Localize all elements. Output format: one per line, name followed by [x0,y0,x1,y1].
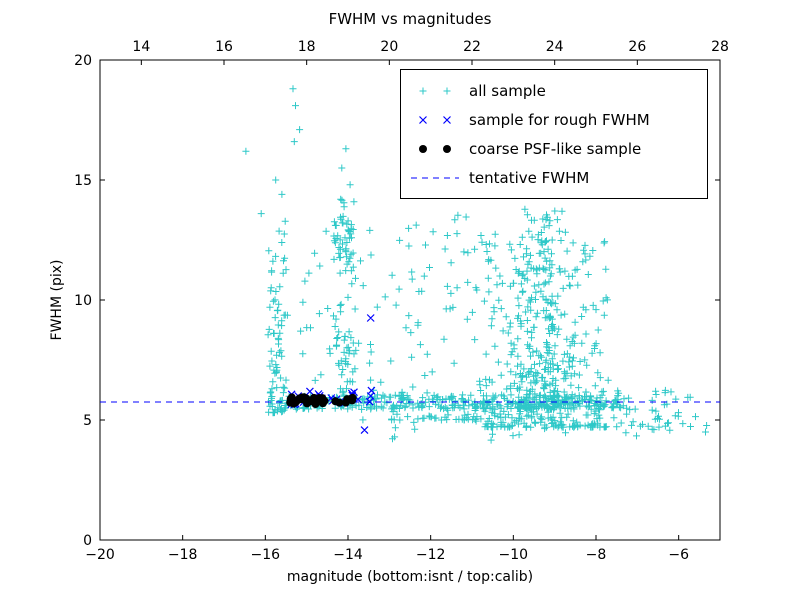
x-top-tick-label: 16 [215,39,233,55]
x-bottom-tick-label: −6 [668,547,689,563]
x-top-tick-label: 14 [132,39,150,55]
x-axis-label: magnitude (bottom:isnt / top:calib) [286,569,534,585]
legend-x-sample [419,115,427,124]
y-tick-label: 10 [74,293,92,309]
plus-markers [242,85,711,444]
legend-item-psf-sample: coarse PSF-like sample [409,134,699,163]
legend-label: sample for rough FWHM [469,110,650,129]
x-marker-icon [419,115,451,124]
x-bottom-tick-label: −16 [251,547,281,563]
x-bottom-tick-label: −12 [416,547,446,563]
x-top-tick-label: 22 [463,39,481,55]
psf-sample-point [289,397,298,406]
legend-plus-sample [419,87,427,94]
legend: all sample sample for rough FWHM coarse … [400,69,708,199]
x-bottom-tick-label: −20 [85,547,115,563]
x-top-tick-label: 26 [628,39,646,55]
x-bottom-tick-label: −10 [499,547,529,563]
plus-marker-icon [419,87,451,94]
legend-dot-sample [443,144,451,153]
psf-sample-point [300,393,308,402]
y-tick-label: 20 [74,53,92,69]
x-top-tick-label: 28 [711,39,729,55]
legend-item-tentative-fwhm: tentative FWHM [409,163,699,192]
x-top-tick-label: 20 [380,39,398,55]
legend-label: all sample [469,81,546,100]
chart-title: FWHM vs magnitudes [328,10,492,28]
y-tick-label: 15 [74,173,92,189]
legend-label: coarse PSF-like sample [469,139,642,158]
x-top-tick-label: 24 [546,39,564,55]
legend-x-sample [443,115,451,124]
psf-sample-point [345,395,354,404]
y-tick-label: 0 [83,533,92,549]
x-bottom-tick-label: −14 [333,547,363,563]
x-top-tick-label: 18 [298,39,316,55]
y-axis-label: FWHM (pix) [49,259,65,341]
y-tick-label: 5 [83,413,92,429]
legend-label: tentative FWHM [469,168,590,187]
legend-plus-sample [443,87,451,94]
dashed-line-icon [411,177,459,178]
psf-sample-point [315,394,324,402]
legend-item-rough-fwhm: sample for rough FWHM [409,105,699,134]
dot-marker-icon [419,144,451,153]
legend-item-all-sample: all sample [409,76,699,105]
psf-sample-point [335,398,344,407]
x-bottom-tick-label: −8 [586,547,607,563]
x-bottom-tick-label: −18 [168,547,198,563]
legend-dot-sample [419,144,427,153]
